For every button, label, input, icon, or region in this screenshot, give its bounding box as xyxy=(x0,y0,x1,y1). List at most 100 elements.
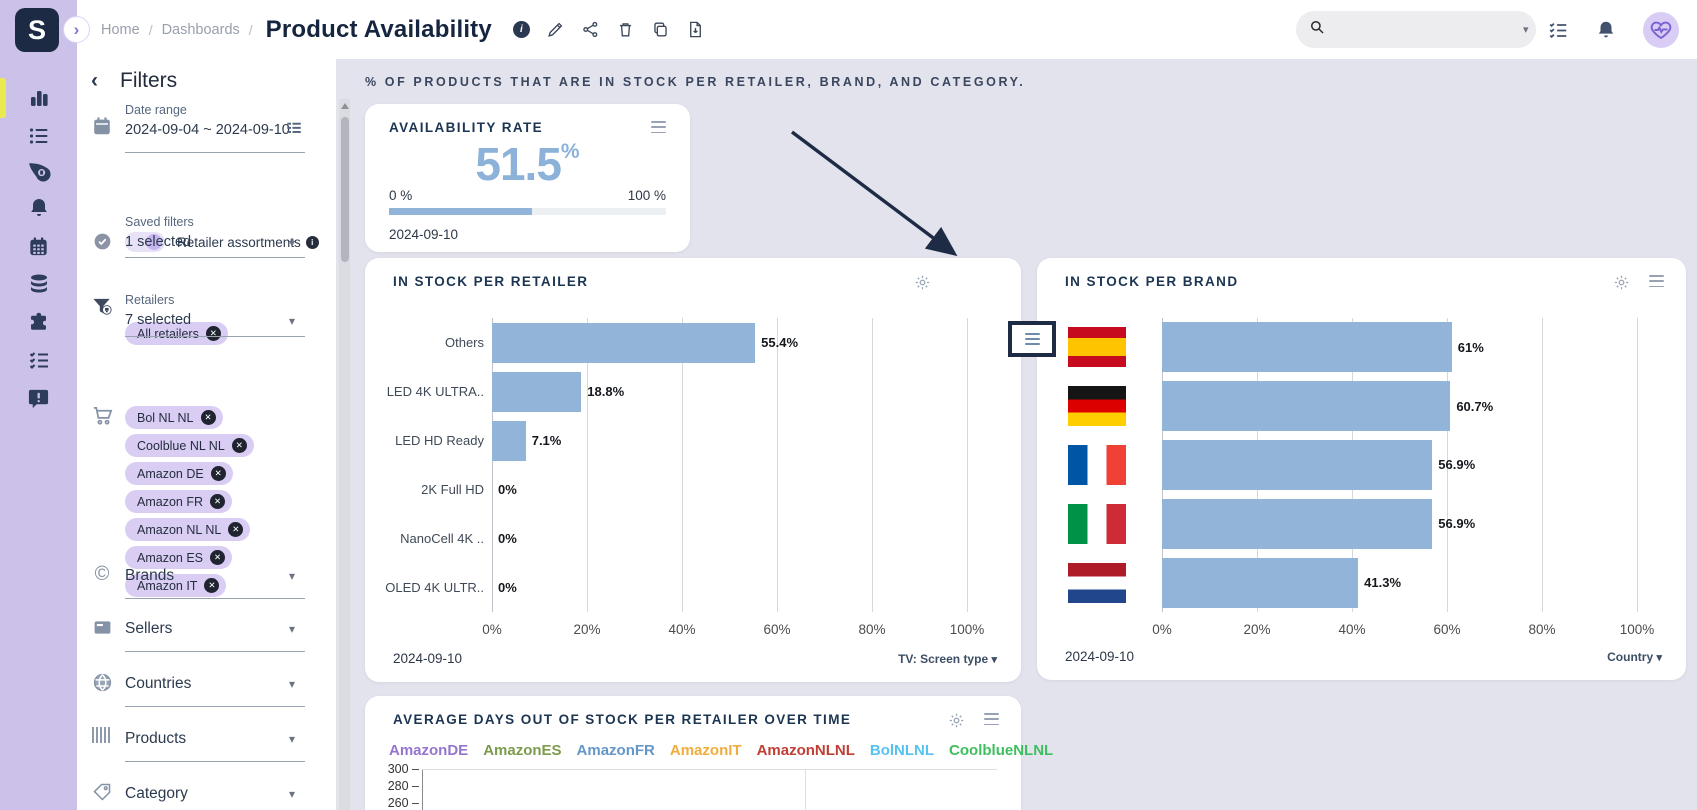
breadcrumb-home[interactable]: Home xyxy=(101,21,140,38)
filter-section-sellers[interactable]: Sellers ▾ xyxy=(77,609,337,653)
search-input[interactable] xyxy=(1334,21,1515,38)
card-menu-icon[interactable] xyxy=(651,121,666,134)
sidebar-expand-button[interactable]: › xyxy=(63,16,90,43)
share-icon[interactable] xyxy=(581,20,600,39)
chip-remove-icon[interactable]: ✕ xyxy=(205,326,221,341)
flag-label xyxy=(1068,553,1128,612)
bell-icon[interactable] xyxy=(1595,19,1617,41)
search-scope-caret-icon[interactable]: ▾ xyxy=(1523,24,1529,36)
filter-chip[interactable]: Amazon IT ✕ xyxy=(125,574,227,597)
legend-item[interactable]: AmazonES xyxy=(483,742,562,759)
retailers-value[interactable]: 7 selected xyxy=(125,312,192,328)
search-bar[interactable]: ▾ xyxy=(1296,11,1536,48)
tasks-icon[interactable] xyxy=(1547,19,1569,41)
bar-value-label: 41.3% xyxy=(1364,575,1402,591)
card-settings-icon[interactable] xyxy=(1613,274,1630,291)
chip-remove-icon[interactable]: ✕ xyxy=(210,550,226,565)
filter-chip[interactable]: Amazon FR ✕ xyxy=(125,490,232,513)
bar[interactable] xyxy=(1162,557,1359,608)
sidebar-item-data[interactable] xyxy=(0,266,77,302)
chevron-down-icon[interactable]: ▾ xyxy=(289,314,296,328)
bar[interactable] xyxy=(492,322,756,363)
legend-item[interactable]: AmazonDE xyxy=(389,742,469,759)
filter-chip[interactable]: Amazon NL NL ✕ xyxy=(125,518,251,541)
legend-item[interactable]: CoolblueNLNL xyxy=(949,742,1054,759)
legend-item[interactable]: AmazonIT xyxy=(669,742,742,759)
retailer-chart-categories: Others LED 4K ULTRA.. LED HD Ready 2K Full … xyxy=(379,318,484,612)
chevron-down-icon[interactable]: ▾ xyxy=(289,236,296,250)
filter-section-countries[interactable]: Countries ▾ xyxy=(77,664,337,708)
scroll-up-icon[interactable] xyxy=(341,103,349,109)
sidebar-item-dashboards[interactable] xyxy=(0,80,77,116)
chevron-down-icon[interactable]: ▾ xyxy=(289,569,296,583)
retailer-assortments-toggle[interactable] xyxy=(125,232,165,252)
breadcrumb-dashboards[interactable]: Dashboards xyxy=(161,21,240,38)
card-settings-icon[interactable] xyxy=(914,274,931,291)
filter-section-category[interactable]: Category ▾ xyxy=(77,774,337,810)
saved-filters-value[interactable]: 1 selected xyxy=(125,234,192,250)
card-settings-icon[interactable] xyxy=(948,712,965,729)
chip-label: Amazon ES xyxy=(137,550,204,565)
sidebar-item-deals[interactable] xyxy=(0,152,77,188)
bar[interactable] xyxy=(1162,498,1433,549)
legend-item[interactable]: AmazonNLNL xyxy=(756,742,855,759)
sidebar-item-tasks[interactable] xyxy=(0,342,77,378)
dimension-selector[interactable]: Country ▾ xyxy=(1607,650,1662,664)
chevron-down-icon[interactable]: ▾ xyxy=(289,732,296,746)
chip-remove-icon[interactable]: ✕ xyxy=(231,438,247,453)
filter-chip[interactable]: Coolblue NL NL ✕ xyxy=(125,434,254,457)
chevron-down-icon[interactable]: ▾ xyxy=(289,622,296,636)
card-menu-icon[interactable] xyxy=(1649,275,1664,288)
sidebar-item-integrations[interactable] xyxy=(0,304,77,340)
chip-remove-icon[interactable]: ✕ xyxy=(200,410,216,425)
bar[interactable] xyxy=(492,371,582,412)
filter-chip[interactable]: All retailers ✕ xyxy=(125,322,228,345)
chevron-down-icon[interactable]: ▾ xyxy=(289,787,296,801)
info-icon[interactable]: i xyxy=(512,21,530,38)
legend-item[interactable]: AmazonFR xyxy=(576,742,655,759)
filter-section-products[interactable]: Products ▾ xyxy=(77,719,337,763)
card-menu-icon[interactable] xyxy=(984,713,999,726)
edit-icon[interactable] xyxy=(546,20,565,39)
brand-chart-flags xyxy=(1068,318,1128,612)
flag-label xyxy=(1068,494,1128,553)
flag-label xyxy=(1068,436,1128,495)
chip-remove-icon[interactable]: ✕ xyxy=(204,578,220,593)
health-avatar[interactable] xyxy=(1643,11,1679,48)
export-pdf-icon[interactable] xyxy=(686,20,705,39)
filter-section-brands[interactable]: © Brands ▾ xyxy=(77,556,337,600)
filter-chip[interactable]: Bol NL NL ✕ xyxy=(125,406,223,429)
collapse-filters-icon[interactable]: ‹ xyxy=(91,69,98,92)
info-icon[interactable]: i xyxy=(305,236,319,249)
bar[interactable] xyxy=(1162,381,1451,432)
filter-chip[interactable]: Amazon ES ✕ xyxy=(125,546,233,569)
chip-remove-icon[interactable]: ✕ xyxy=(210,466,226,481)
chevron-down-icon[interactable]: ▾ xyxy=(289,677,296,691)
sidebar-item-feedback[interactable] xyxy=(0,380,77,416)
heart-pulse-icon xyxy=(1650,21,1672,39)
duplicate-icon[interactable] xyxy=(651,20,670,39)
active-nav-indicator xyxy=(0,78,6,118)
app-logo[interactable]: S xyxy=(15,8,59,52)
bar[interactable] xyxy=(1162,322,1452,373)
bar[interactable] xyxy=(492,420,526,461)
divider xyxy=(125,761,305,762)
dimension-selector[interactable]: TV: Screen type ▾ xyxy=(898,652,997,666)
sidebar-item-alerts[interactable] xyxy=(0,190,77,226)
x-tick-label: 40% xyxy=(1338,622,1366,637)
chip-remove-icon[interactable]: ✕ xyxy=(210,494,225,509)
chip-remove-icon[interactable]: ✕ xyxy=(228,522,244,537)
bar[interactable] xyxy=(1162,440,1433,490)
chip-label: Amazon DE xyxy=(137,466,204,481)
delete-icon[interactable] xyxy=(616,20,635,39)
legend-item[interactable]: BolNLNL xyxy=(869,742,935,759)
date-range-value[interactable]: 2024-09-04 ~ 2024-09-10 xyxy=(125,122,290,138)
vertical-scrollbar[interactable] xyxy=(339,99,350,810)
date-presets-icon[interactable] xyxy=(281,119,307,137)
filter-chip[interactable]: Amazon DE ✕ xyxy=(125,462,233,485)
sidebar-item-calendar[interactable] xyxy=(0,228,77,264)
breadcrumb-separator: / xyxy=(248,21,253,38)
sidebar-item-lists[interactable] xyxy=(0,118,77,154)
scrollbar-thumb[interactable] xyxy=(340,117,349,262)
card-menu-icon-highlighted[interactable] xyxy=(1008,321,1056,357)
